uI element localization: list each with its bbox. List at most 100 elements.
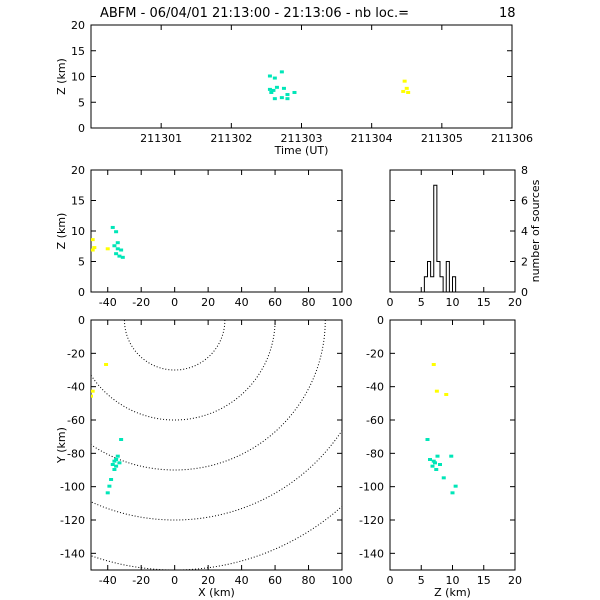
source-point-late [449,454,454,458]
y-tick-label: 0 [78,122,85,135]
source-point-early [104,363,109,366]
source-point-late [285,97,290,101]
y-tick-label: -120 [60,514,85,527]
source-point-late [105,491,110,495]
panel-time-height: 211301 211302 211303 211304 211305 211306 0 5 10… [55,19,533,157]
y-tick-label: -100 [60,481,85,494]
y-tick-label: -20 [67,347,85,360]
source-point-late [450,491,455,495]
source-point-late [115,241,120,245]
source-point-early [105,247,110,251]
y-tick-label: 0 [78,286,85,299]
y-tick-label: 0 [521,286,528,299]
x-tick-label: 15 [477,296,491,309]
x-tick-label: 211306 [491,132,533,145]
y-tick-label: 0 [78,314,85,327]
x-tick-label: 211302 [210,132,252,145]
source-point-late [114,252,119,256]
y-tick-label: 0 [377,314,384,327]
y-tick-label: -100 [359,481,384,494]
source-point-late [112,244,117,248]
x-tick-label: 5 [418,296,425,309]
source-point-late [107,484,112,488]
source-point-late [433,461,437,465]
panel-x-height: -40 -20 0 20 40 60 80 100 0 5 10 15 20 Z (km) [55,164,353,309]
x-tick-label: 20 [201,296,215,309]
y-tick-label: 10 [71,225,85,238]
y-tick-label: -20 [366,347,384,360]
source-point-late [120,255,125,259]
source-point-late [434,468,439,471]
x-tick-label: 5 [418,574,425,587]
source-point-late [271,88,276,92]
source-point-late [269,90,274,94]
plot-frame [90,169,343,293]
source-point-late [281,86,286,90]
source-point-early [91,238,95,242]
source-point-late [274,85,279,89]
source-point-early [431,363,436,366]
y-tick-label: -60 [67,414,85,427]
source-point-late [114,230,119,234]
x-axis-label: Z (km) [434,586,471,599]
histogram-bars [390,184,515,293]
range-circles [91,320,342,570]
x-tick-label: -20 [132,296,150,309]
x-tick-label: 20 [508,574,522,587]
source-point-late [267,74,272,78]
x-tick-label: 10 [446,574,460,587]
y-tick-label: 15 [71,195,85,208]
data-points [267,70,411,101]
source-point-late [115,454,120,458]
source-point-late [109,478,114,481]
source-point-late [279,70,284,74]
y-tick-label: 20 [71,164,85,177]
x-tick-label: 0 [171,296,178,309]
y-tick-label: 8 [521,164,528,177]
x-tick-label: -20 [132,574,150,587]
x-tick-label: 211301 [140,132,182,145]
source-point-late [428,458,432,461]
x-axis-label: X (km) [198,586,235,599]
source-point-early [434,389,439,393]
y-axis-label: number of sources [529,179,542,282]
x-tick-label: 100 [332,296,353,309]
y-axis-label: Z (km) [55,213,68,250]
location-count: 18 [499,6,516,21]
x-axis-label: Time (UT) [274,144,329,157]
source-point-late [430,464,435,468]
x-tick-label: 60 [268,574,282,587]
source-point-late [453,484,458,488]
plot-frame [389,169,516,293]
data-points [91,225,125,259]
y-tick-label: 10 [71,71,85,84]
y-tick-label: -140 [359,547,384,560]
y-tick-label: 2 [521,256,528,269]
y-axis-label: Y (km) [55,427,68,464]
y-tick-label: -60 [366,414,384,427]
x-tick-label: 211304 [351,132,393,145]
plot-frame [389,319,516,571]
source-point-late [435,454,440,458]
source-point-late [117,254,122,258]
source-point-early [91,394,93,398]
x-tick-label: 0 [387,574,394,587]
data-points [91,363,124,495]
y-tick-label: 5 [78,96,85,109]
source-point-early [401,89,406,93]
source-point-late [119,248,124,252]
source-point-late [441,476,446,480]
source-point-late [272,97,277,101]
x-tick-label: 60 [268,296,282,309]
panel-plan-view: -40 -20 0 20 40 60 80 100 0 -20 -40 -60 -80 -100 -120 -… [55,314,353,599]
x-tick-label: 0 [387,296,394,309]
y-tick-label: 4 [521,225,528,238]
panel-z-y-view: 0 5 10 15 20 0 -20 -40 -60 -80 -100 -120 -140 Z (km) [359,314,522,599]
source-point-early [404,86,409,90]
source-point-late [425,438,430,441]
y-tick-label: 5 [78,256,85,269]
source-point-early [406,90,411,94]
source-point-late [112,468,117,471]
x-tick-label: 20 [201,574,215,587]
